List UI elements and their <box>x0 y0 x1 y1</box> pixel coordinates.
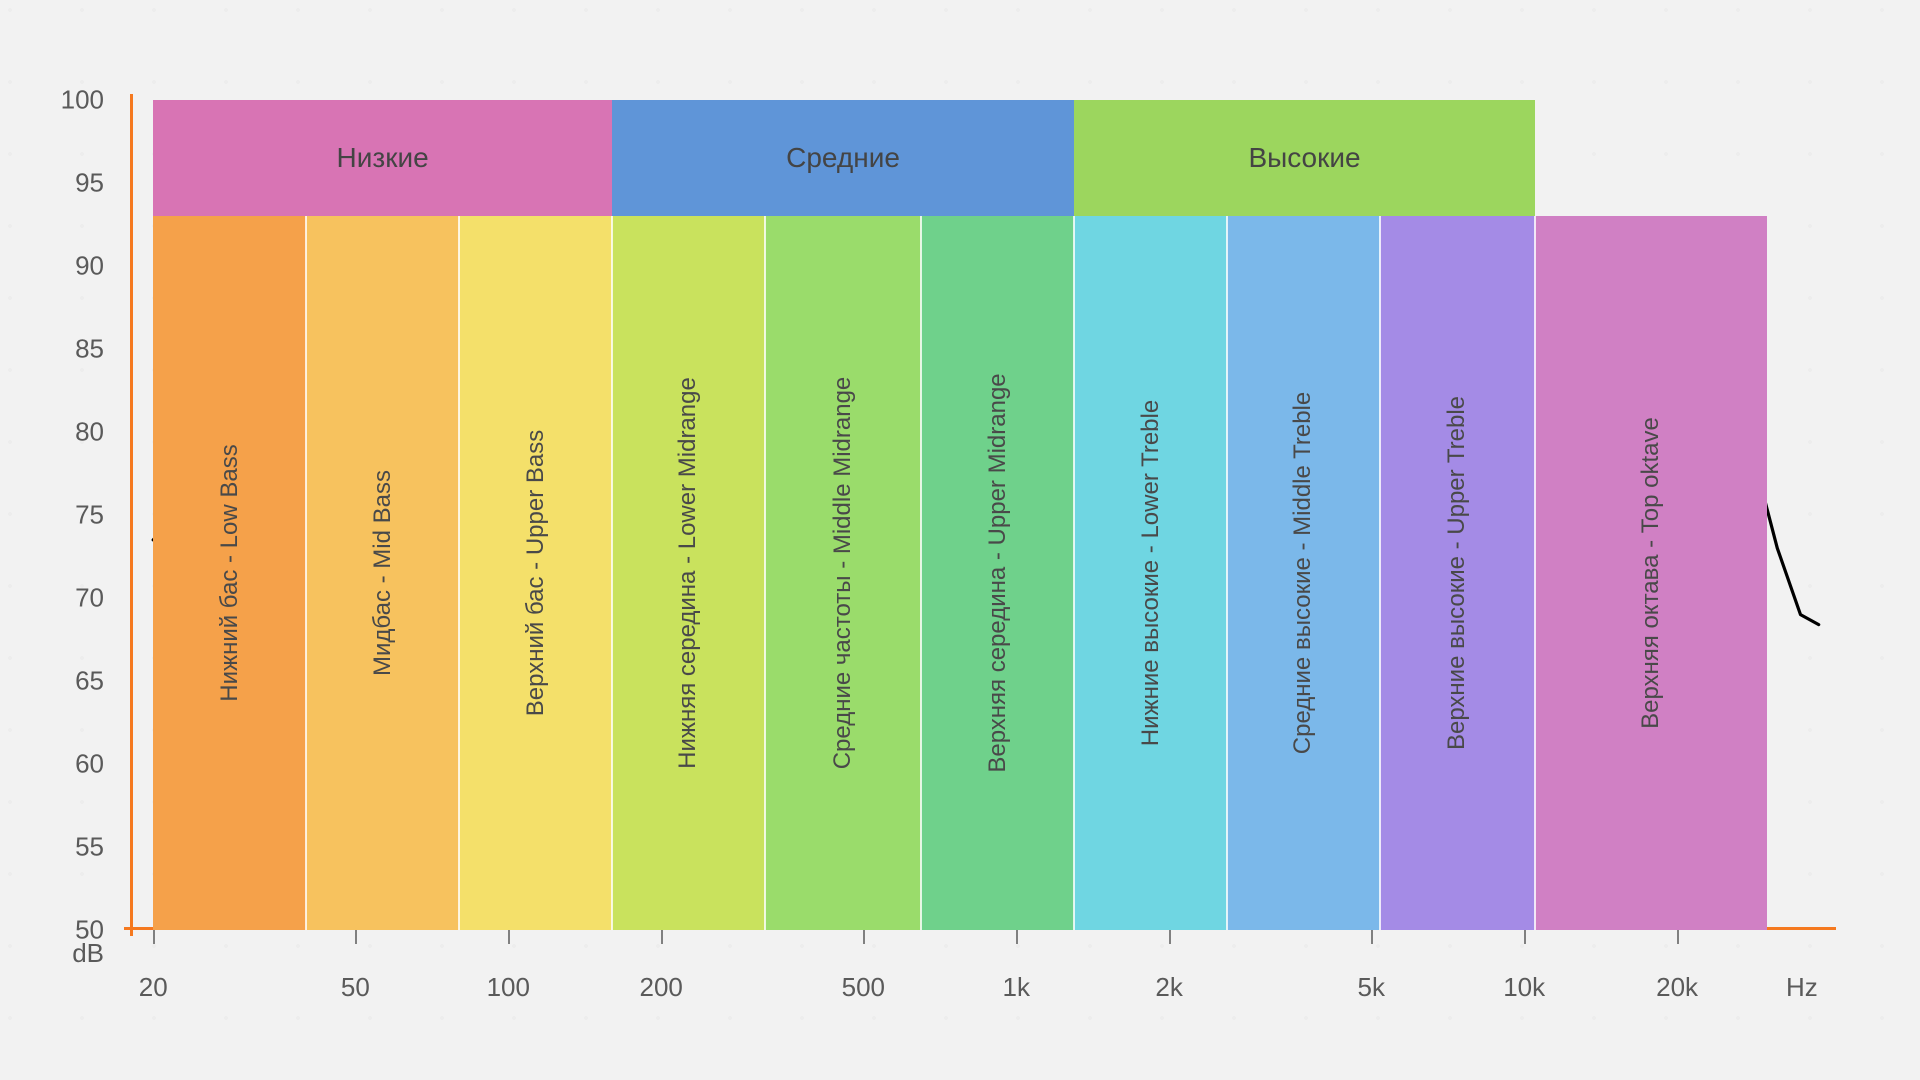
frequency-band-label: Нижний бас - Low Bass <box>216 444 244 701</box>
y-tick-label: 65 <box>75 666 104 697</box>
frequency-band-label: Нижняя середина - Lower Midrange <box>674 377 702 769</box>
x-axis-unit: Hz <box>1786 972 1818 1003</box>
y-tick-label: 70 <box>75 583 104 614</box>
band-separator <box>1379 216 1381 930</box>
frequency-band: Средние высокие - Middle Treble <box>1227 216 1380 930</box>
frequency-band: Верхние высокие - Upper Treble <box>1380 216 1535 930</box>
x-tick <box>1677 930 1679 944</box>
frequency-band-label: Верхняя середина - Upper Midrange <box>984 373 1012 772</box>
frequency-band: Верхний бас - Upper Bass <box>459 216 612 930</box>
y-tick-label: 100 <box>61 85 104 116</box>
x-tick-label: 5k <box>1358 972 1385 1003</box>
y-tick-label: 95 <box>75 168 104 199</box>
y-tick-label: 55 <box>75 832 104 863</box>
band-separator <box>920 216 922 930</box>
x-tick-label: 2k <box>1155 972 1182 1003</box>
frequency-band: Верхняя октава - Top oktave <box>1535 216 1767 930</box>
x-tick-label: 1k <box>1002 972 1029 1003</box>
frequency-band-label: Нижние высокие - Lower Treble <box>1137 400 1165 746</box>
x-tick <box>661 930 663 944</box>
frequency-response-chart: 5055606570758085909510020501002005001k2k… <box>130 100 1830 930</box>
x-tick <box>508 930 510 944</box>
frequency-group-label: Низкие <box>337 142 429 174</box>
x-tick-label: 200 <box>639 972 682 1003</box>
frequency-band: Нижняя середина - Lower Midrange <box>612 216 765 930</box>
frequency-band-label: Верхние высокие - Upper Treble <box>1443 396 1471 750</box>
x-tick-label: 10k <box>1503 972 1545 1003</box>
band-separator <box>611 216 613 930</box>
x-tick <box>1524 930 1526 944</box>
x-tick <box>1371 930 1373 944</box>
x-tick <box>1169 930 1171 944</box>
frequency-band: Нижние высокие - Lower Treble <box>1074 216 1227 930</box>
x-tick-label: 100 <box>487 972 530 1003</box>
y-tick-label: 75 <box>75 500 104 531</box>
frequency-group: Средние <box>612 100 1074 216</box>
x-tick <box>863 930 865 944</box>
band-separator <box>1226 216 1228 930</box>
x-tick <box>355 930 357 944</box>
x-tick-label: 20 <box>139 972 168 1003</box>
frequency-group-label: Средние <box>786 142 900 174</box>
x-tick-label: 500 <box>842 972 885 1003</box>
frequency-band: Верхняя середина - Upper Midrange <box>921 216 1074 930</box>
frequency-band: Средние частоты - Middle Midrange <box>765 216 921 930</box>
frequency-band-label: Мидбас - Mid Bass <box>369 470 397 676</box>
frequency-band-label: Верхняя октава - Top oktave <box>1637 417 1665 729</box>
frequency-band-label: Верхний бас - Upper Bass <box>522 430 550 716</box>
band-separator <box>1073 216 1075 930</box>
band-separator <box>1534 216 1536 930</box>
frequency-group: Низкие <box>153 100 612 216</box>
band-separator <box>305 216 307 930</box>
frequency-group: Высокие <box>1074 100 1535 216</box>
y-tick-label: 90 <box>75 251 104 282</box>
y-axis-unit: dB <box>72 938 104 969</box>
x-tick-label: 50 <box>341 972 370 1003</box>
frequency-band-label: Средние высокие - Middle Treble <box>1289 392 1317 754</box>
plot-area: 5055606570758085909510020501002005001k2k… <box>130 100 1830 930</box>
frequency-group-label: Высокие <box>1248 142 1360 174</box>
y-tick-label: 80 <box>75 417 104 448</box>
band-separator <box>458 216 460 930</box>
frequency-band: Мидбас - Mid Bass <box>306 216 459 930</box>
x-tick <box>153 930 155 944</box>
y-tick-label: 60 <box>75 749 104 780</box>
band-separator <box>764 216 766 930</box>
x-tick <box>1016 930 1018 944</box>
frequency-band: Нижний бас - Low Bass <box>153 216 306 930</box>
frequency-band-label: Средние частоты - Middle Midrange <box>829 377 857 770</box>
x-tick-label: 20k <box>1656 972 1698 1003</box>
y-tick-label: 85 <box>75 334 104 365</box>
